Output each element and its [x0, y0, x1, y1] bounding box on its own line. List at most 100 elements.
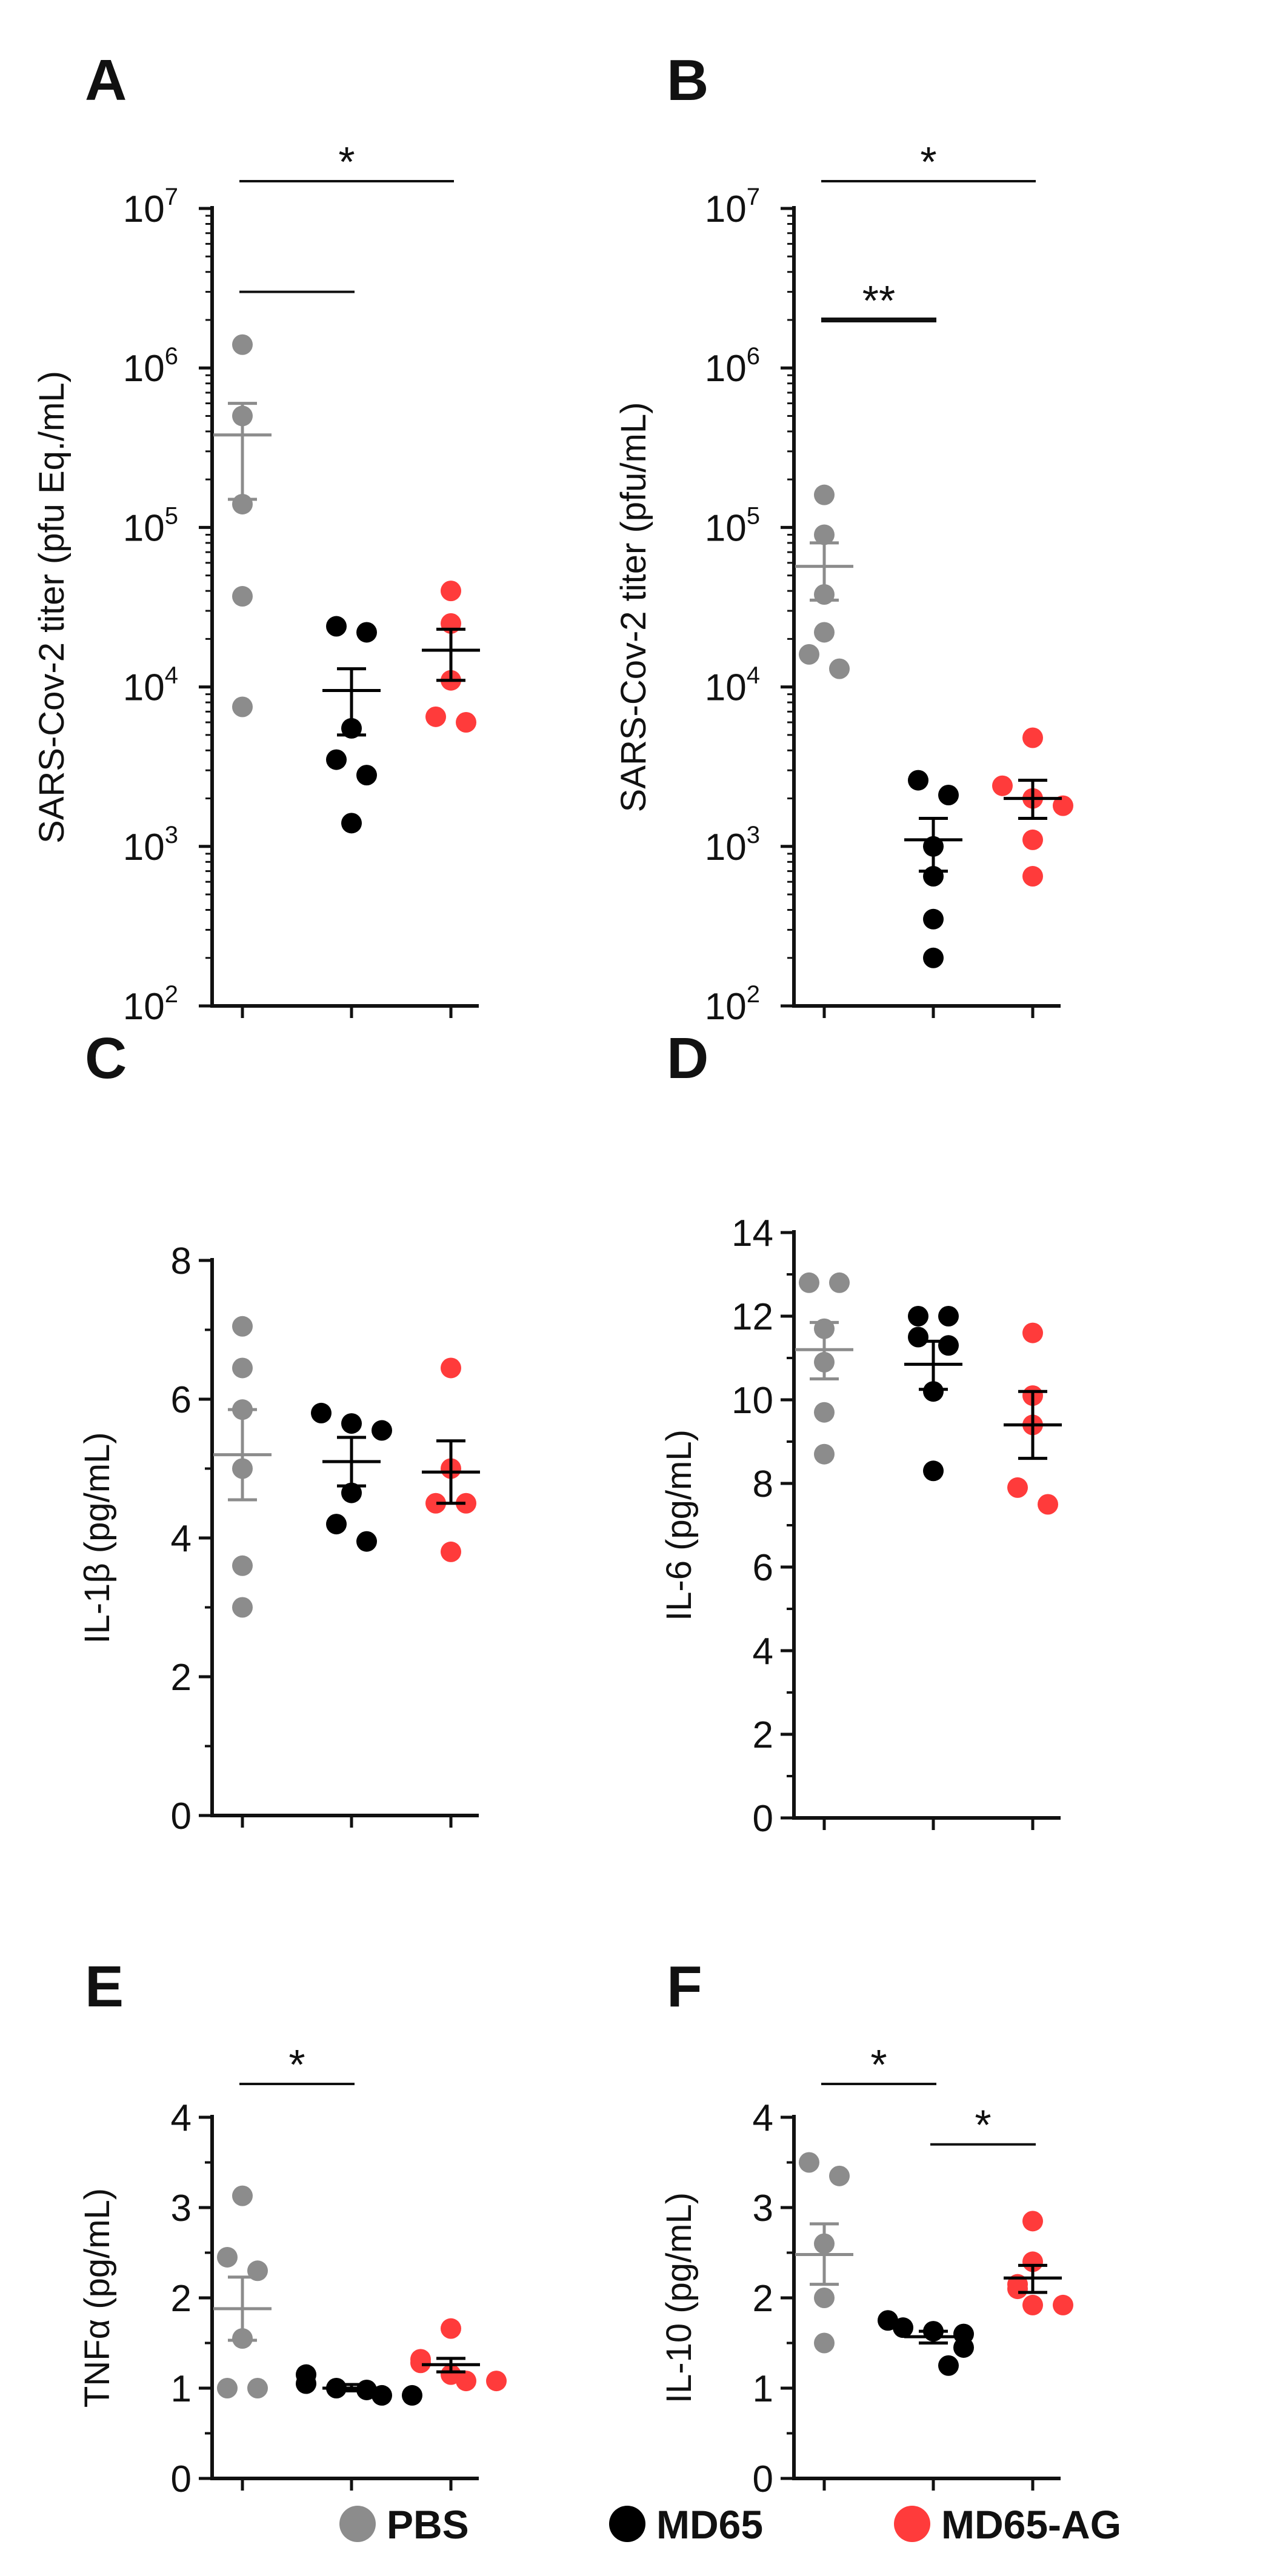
data-point-F-md65-ag	[1022, 2211, 1043, 2232]
y-tick-label-D-1: 2	[753, 1714, 773, 1756]
group-B-md65	[904, 770, 962, 968]
legend-item-md65: MD65	[609, 2502, 763, 2547]
panel-letter-D: D	[667, 1026, 708, 1091]
data-point-E-pbs	[217, 2378, 238, 2398]
data-point-B-md65-ag	[992, 775, 1013, 796]
data-point-D-pbs	[814, 1402, 835, 1423]
legend-marker-md65-ag	[894, 2506, 930, 2542]
data-point-B-md65-ag	[1022, 727, 1043, 748]
y-tick-exp-A-1: 3	[165, 822, 178, 848]
y-tick-label-D-5: 10	[732, 1380, 773, 1422]
group-B-md65-ag	[992, 727, 1073, 887]
data-point-C-md65-ag	[456, 1493, 476, 1514]
panel-C: C 0 2 4 6 8 IL-1β (pg/mL)	[78, 1026, 480, 1837]
y-tick-label-C-3: 6	[171, 1379, 192, 1421]
group-B-pbs	[795, 484, 853, 679]
y-tick-label-F-3: 3	[753, 2188, 773, 2229]
y-tick-label-B-3: 105	[705, 502, 760, 549]
legend-marker-pbs	[339, 2506, 376, 2542]
data-point-D-md65	[923, 1381, 944, 1402]
y-tick-label-B-0: 102	[705, 981, 760, 1028]
y-axis-title-D: IL-6 (pg/mL)	[659, 1429, 699, 1621]
y-tick-base-B-5: 10	[705, 188, 747, 230]
data-point-B-pbs	[814, 622, 835, 643]
data-point-D-pbs	[799, 1272, 819, 1293]
y-tick-base-A-2: 10	[123, 667, 165, 709]
data-point-D-md65	[908, 1326, 928, 1348]
significance-label-E-0: *	[288, 2041, 305, 2088]
data-point-F-pbs	[814, 2332, 835, 2354]
data-point-E-md65	[372, 2385, 392, 2406]
data-point-B-pbs	[814, 484, 835, 505]
data-point-F-md65	[893, 2317, 913, 2338]
y-tick-exp-A-0: 2	[165, 981, 178, 1008]
data-point-E-md65	[296, 2373, 316, 2394]
significance-label-F-0: *	[870, 2041, 887, 2088]
y-tick-label-B-4: 106	[705, 343, 760, 390]
y-tick-label-E-2: 2	[171, 2278, 192, 2320]
y-tick-label-F-2: 2	[753, 2278, 773, 2320]
y-tick-exp-B-1: 3	[747, 822, 760, 848]
y-tick-label-A-0: 102	[123, 981, 178, 1028]
y-tick-label-B-1: 103	[705, 822, 760, 868]
y-tick-label-A-5: 107	[123, 184, 178, 230]
data-point-F-pbs	[799, 2152, 819, 2173]
y-tick-label-A-2: 104	[123, 662, 178, 709]
y-tick-label-F-0: 0	[753, 2458, 773, 2500]
data-point-D-md65	[923, 1460, 944, 1482]
data-point-C-md65-ag	[441, 1541, 461, 1562]
data-point-C-md65	[356, 1531, 377, 1552]
data-point-D-md65	[938, 1335, 959, 1356]
data-point-A-md65	[326, 616, 347, 637]
data-point-D-md65-ag	[1038, 1494, 1058, 1515]
y-tick-label-D-7: 14	[732, 1213, 773, 1254]
data-point-A-md65	[341, 813, 362, 834]
y-tick-label-C-1: 2	[171, 1657, 192, 1699]
group-C-pbs	[213, 1316, 272, 1618]
y-tick-label-B-5: 107	[705, 184, 760, 230]
data-point-A-md65-ag	[425, 706, 446, 727]
data-point-A-md65	[356, 765, 377, 786]
data-point-A-md65	[326, 749, 347, 770]
legend-item-pbs: PBS	[339, 2502, 469, 2547]
data-point-B-md65	[938, 784, 959, 805]
y-tick-exp-B-5: 7	[747, 184, 760, 210]
data-point-E-pbs	[232, 2185, 253, 2206]
y-tick-exp-A-2: 4	[165, 662, 178, 689]
y-tick-label-D-3: 6	[753, 1547, 773, 1589]
y-tick-exp-B-2: 4	[747, 662, 760, 689]
data-point-F-md65-ag	[1022, 2294, 1043, 2315]
data-point-D-md65	[908, 1306, 928, 1326]
data-point-B-md65	[908, 770, 928, 791]
data-point-F-pbs	[814, 2288, 835, 2308]
y-axis-title-B: SARS-Cov-2 titer (pfu/mL)	[614, 402, 653, 813]
y-tick-exp-A-3: 5	[165, 502, 178, 529]
y-tick-label-D-4: 8	[753, 1463, 773, 1505]
group-F-md65-ag	[1004, 2211, 1073, 2315]
data-point-B-md65	[923, 947, 944, 968]
data-point-D-pbs	[814, 1443, 835, 1465]
legend: PBS MD65 MD65-AG	[339, 2502, 1121, 2547]
group-D-pbs	[795, 1272, 853, 1465]
y-tick-label-E-1: 1	[171, 2368, 192, 2410]
y-tick-label-A-4: 106	[123, 343, 178, 390]
data-point-F-md65-ag	[1007, 2278, 1028, 2300]
data-point-E-md65-ag	[456, 2371, 476, 2392]
data-point-A-pbs	[232, 334, 253, 355]
data-point-B-md65-ag	[1022, 829, 1043, 850]
panel-F: F 0 1 2 3 4 IL-10 (pg/mL) * *	[659, 1954, 1073, 2500]
data-point-D-md65-ag	[1007, 1477, 1028, 1498]
data-point-E-md65-ag	[410, 2352, 431, 2374]
data-point-D-pbs	[829, 1272, 850, 1293]
significance-label-F-1: *	[975, 2102, 991, 2149]
y-tick-label-A-1: 103	[123, 822, 178, 868]
data-point-B-pbs	[814, 524, 835, 545]
panel-E: E 0 1 2 3 4 TNFα (pg/mL) *	[78, 1954, 507, 2500]
data-point-C-md65	[341, 1413, 362, 1434]
y-tick-label-C-2: 4	[171, 1518, 192, 1560]
data-point-C-pbs	[232, 1316, 253, 1337]
y-tick-label-F-4: 4	[753, 2097, 773, 2139]
data-point-A-md65-ag	[441, 581, 461, 602]
y-tick-base-B-2: 10	[705, 667, 747, 709]
